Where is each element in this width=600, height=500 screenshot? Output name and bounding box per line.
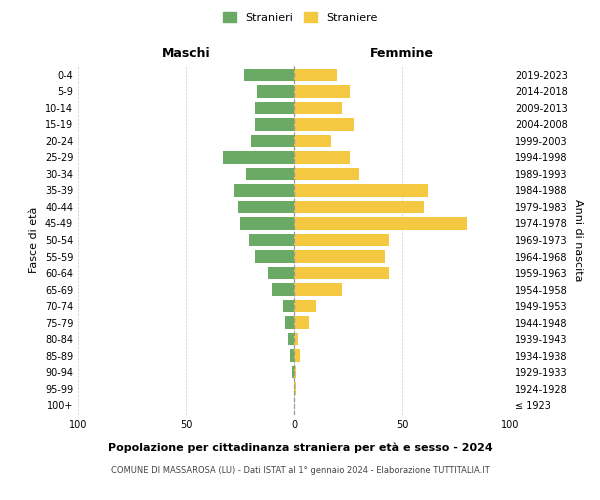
Bar: [233, 184, 294, 196]
Bar: [247, 168, 294, 180]
Legend: Stranieri, Straniere: Stranieri, Straniere: [218, 8, 382, 28]
Text: Maschi: Maschi: [161, 47, 211, 60]
Bar: [294, 85, 350, 98]
Bar: [255, 250, 294, 262]
Bar: [257, 85, 294, 98]
Bar: [268, 267, 294, 279]
Bar: [294, 350, 301, 362]
Bar: [244, 68, 294, 81]
Bar: [294, 184, 428, 196]
Bar: [240, 218, 294, 230]
Bar: [255, 118, 294, 130]
Bar: [294, 234, 389, 246]
Bar: [287, 333, 294, 345]
Bar: [294, 316, 309, 328]
Bar: [251, 135, 294, 147]
Text: COMUNE DI MASSAROSA (LU) - Dati ISTAT al 1° gennaio 2024 - Elaborazione TUTTITAL: COMUNE DI MASSAROSA (LU) - Dati ISTAT al…: [110, 466, 490, 475]
Bar: [294, 267, 389, 279]
Y-axis label: Fasce di età: Fasce di età: [29, 207, 39, 273]
Bar: [238, 201, 294, 213]
Bar: [294, 68, 337, 81]
Text: Popolazione per cittadinanza straniera per età e sesso - 2024: Popolazione per cittadinanza straniera p…: [107, 442, 493, 453]
Bar: [223, 152, 294, 164]
Bar: [294, 300, 316, 312]
Bar: [294, 382, 296, 395]
Bar: [255, 102, 294, 114]
Y-axis label: Anni di nascita: Anni di nascita: [573, 198, 583, 281]
Text: Femmine: Femmine: [370, 47, 434, 60]
Bar: [294, 218, 467, 230]
Bar: [294, 250, 385, 262]
Bar: [294, 152, 350, 164]
Bar: [294, 102, 341, 114]
Bar: [294, 333, 298, 345]
Bar: [294, 118, 355, 130]
Bar: [292, 366, 294, 378]
Bar: [248, 234, 294, 246]
Bar: [272, 284, 294, 296]
Bar: [294, 366, 296, 378]
Bar: [294, 135, 331, 147]
Bar: [290, 350, 294, 362]
Bar: [294, 284, 341, 296]
Bar: [294, 201, 424, 213]
Bar: [286, 316, 294, 328]
Bar: [294, 168, 359, 180]
Bar: [283, 300, 294, 312]
